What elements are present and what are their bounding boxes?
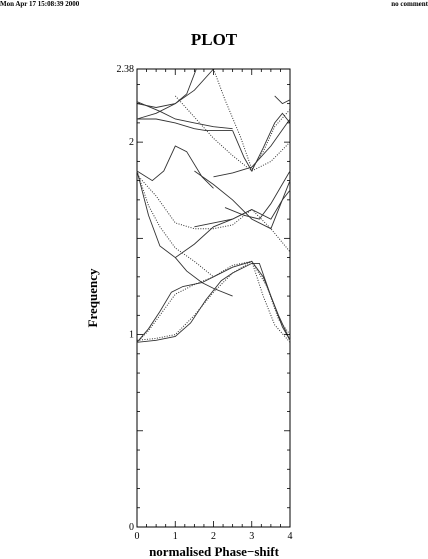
series-line-5 [174, 95, 291, 172]
ticks-layer: 0 1 2 3 4 0 1 2 2.38 [117, 64, 293, 542]
series-line-19 [136, 262, 291, 343]
y-tick-label: 2 [129, 137, 134, 148]
series-line-10 [136, 170, 253, 259]
series-line-8 [274, 95, 291, 105]
y-tick-label: 1 [129, 330, 134, 341]
series-line-4 [136, 101, 233, 130]
series-line-16 [194, 189, 291, 228]
x-tick-label: 3 [249, 531, 254, 542]
series-line-11 [136, 170, 214, 278]
series-line-21 [136, 260, 291, 341]
series-line-18 [136, 260, 291, 343]
series-line-9 [136, 145, 214, 189]
series-line-20 [136, 260, 291, 343]
series-line-3 [137, 118, 233, 132]
x-tick-label: 0 [135, 531, 140, 542]
y-axis-label: Frequency [85, 268, 100, 327]
x-tick-label: 2 [211, 531, 216, 542]
x-tick-label: 4 [288, 531, 293, 542]
series-line-2 [136, 68, 197, 120]
series-line-6 [213, 68, 291, 171]
series-line-17 [174, 257, 233, 297]
x-axis-label: normalised Phase−shift [149, 544, 279, 559]
comment-label: no comment [391, 0, 428, 8]
series-line-14 [194, 170, 291, 230]
y-tick-label: 2.38 [117, 64, 135, 75]
series-line-13 [213, 118, 291, 178]
timestamp-label: Mon Apr 17 15:08:39 2000 [0, 0, 80, 8]
series-layer [136, 68, 291, 343]
series-line-12 [136, 174, 291, 253]
plot-area-frame [136, 68, 291, 528]
y-tick-label: 0 [129, 522, 134, 533]
series-line-15 [224, 170, 291, 220]
chart-title: PLOT [191, 30, 238, 49]
x-tick-label: 1 [173, 531, 178, 542]
series-line-7 [232, 112, 291, 172]
